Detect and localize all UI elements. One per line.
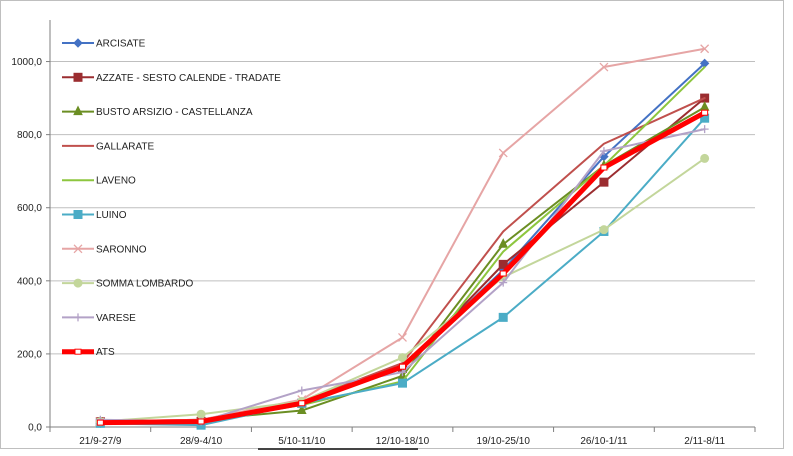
y-tick-label: 200,0	[17, 349, 42, 360]
chart-border	[0, 0, 784, 449]
data-point	[498, 259, 508, 269]
legend-label: ARCISATE	[96, 39, 146, 50]
legend-item: AZZATE - SESTO CALENDE - TRADATE	[62, 72, 281, 84]
legend-label: LAVENO	[96, 176, 136, 187]
legend-label: VARESE	[96, 313, 136, 324]
legend-item: SOMMA LOMBARDO	[62, 278, 193, 290]
x-tick-label: 28/9-4/10	[180, 436, 223, 447]
gridlines	[50, 61, 755, 355]
x-tick-label: 21/9-27/9	[79, 436, 122, 447]
y-tick-label: 400,0	[17, 276, 42, 287]
data-point	[197, 418, 205, 425]
series-group	[95, 44, 710, 430]
legend-item: GALLARATE	[62, 141, 154, 152]
legend-label: SARONNO	[96, 244, 147, 255]
data-point	[599, 62, 609, 72]
legend-label: AZZATE - SESTO CALENDE - TRADATE	[96, 73, 281, 84]
data-point	[398, 378, 407, 388]
legend-label: BUSTO ARSIZIO - CASTELLANZA	[96, 107, 253, 118]
legend-item: BUSTO ARSIZIO - CASTELLANZA	[62, 105, 253, 118]
legend-label: GALLARATE	[96, 141, 154, 152]
data-point	[700, 44, 710, 54]
x-tick-label: 5/10-11/10	[278, 436, 326, 447]
x-tick-label: 26/10-1/11	[580, 436, 628, 447]
y-tick-label: 1000,0	[11, 57, 42, 68]
x-tick-label: 12/10-18/10	[376, 436, 430, 447]
y-tick-label: 0,0	[28, 423, 42, 434]
legend-item: VARESE	[62, 313, 136, 324]
data-point	[599, 147, 608, 156]
legend-item: ARCISATE	[62, 38, 146, 50]
y-tick-label: 800,0	[17, 130, 42, 141]
legend-marker	[73, 105, 83, 116]
legend-marker	[73, 210, 83, 219]
data-point	[701, 109, 709, 116]
data-point	[700, 125, 709, 134]
legend-marker	[74, 348, 82, 355]
y-tick-label: 600,0	[17, 203, 42, 214]
data-point	[599, 177, 609, 187]
legend-label: ATS	[96, 347, 115, 358]
data-point	[700, 153, 710, 163]
legend-marker	[73, 244, 83, 254]
data-point	[298, 400, 306, 407]
legend-marker	[74, 313, 82, 322]
data-point	[398, 353, 407, 363]
data-point	[96, 419, 104, 426]
legend-label: LUINO	[96, 210, 127, 221]
data-point	[499, 278, 508, 287]
legend-item: LAVENO	[62, 176, 136, 187]
data-point	[297, 386, 306, 395]
data-point	[498, 238, 509, 248]
data-point	[196, 409, 206, 419]
legend-item: LUINO	[62, 210, 127, 221]
legend-marker	[73, 72, 83, 82]
data-point	[399, 363, 406, 370]
axes: 0,0 200,0 400,0 600,0 800,0 1000,0 21/9-27/9 28…	[11, 20, 756, 447]
legend-item: SARONNO	[62, 244, 147, 255]
data-point	[398, 333, 407, 342]
x-tick-label: 19/10-25/10	[477, 436, 531, 447]
data-point	[498, 312, 508, 322]
legend-item: ATS	[62, 347, 115, 358]
legend-marker	[73, 38, 83, 48]
data-point	[498, 148, 508, 158]
x-tick-label: 2/11-8/11	[684, 436, 725, 447]
data-point	[499, 270, 507, 277]
data-point	[296, 404, 307, 415]
series-ats	[96, 109, 709, 426]
data-point	[600, 164, 608, 171]
legend: ARCISATE AZZATE - SESTO CALENDE - TRADATE…	[62, 38, 281, 358]
data-point	[599, 225, 609, 235]
legend-label: SOMMA LOMBARDO	[96, 279, 193, 290]
legend-marker	[73, 278, 83, 288]
